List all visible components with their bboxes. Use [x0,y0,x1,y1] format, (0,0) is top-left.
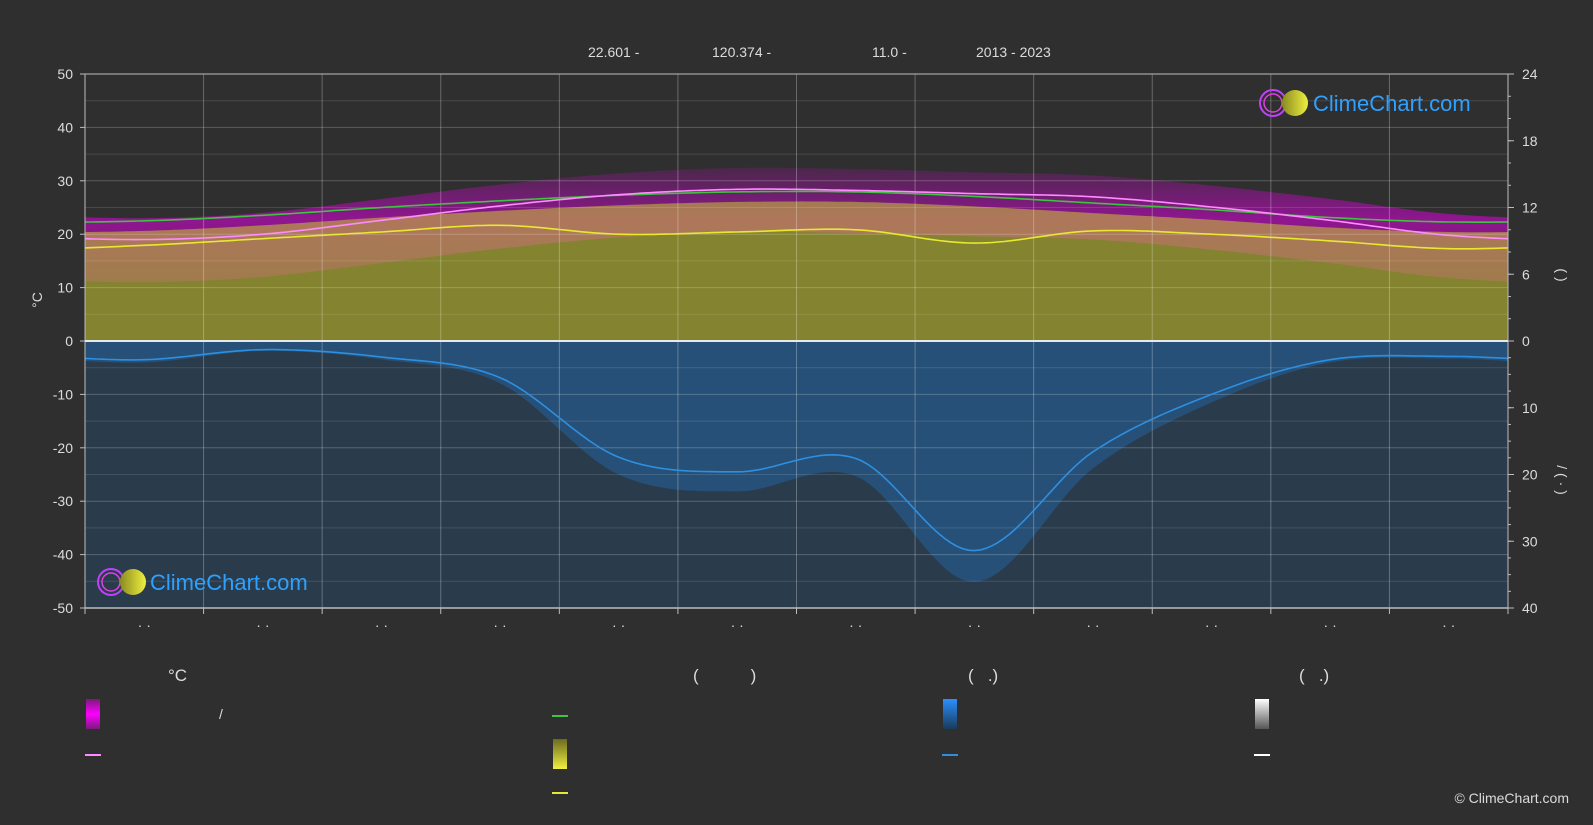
legend-sunshine-swatch [553,739,567,769]
y-tick-label-left: 0 [65,333,73,349]
legend-snow-swatch [1255,699,1269,729]
x-tick-label: · · [849,617,862,633]
y-tick-label-left: -20 [53,440,73,456]
y-tick-label-left: -10 [53,386,73,402]
y-tick-label-left: -50 [53,600,73,616]
legend-temp-range-label: / [219,706,223,722]
x-tick-label: · · [1205,617,1218,633]
x-tick-label: · · [493,617,506,633]
x-tick-label: · · [1086,617,1099,633]
y-tick-label-left: 50 [57,66,73,82]
sunshine-line [85,224,1508,250]
header-longitude: 120.374 - [712,44,772,60]
y-tick-label-left: -40 [53,547,73,563]
sunshine-area [85,201,1508,341]
brand-top: ClimeChart.com [1313,91,1471,116]
y-tick-label-right-top: 0 [1522,333,1530,349]
x-tick-label: · · [138,617,151,633]
y-tick-label-left: 20 [57,226,73,242]
y-tick-label-left: 10 [57,280,73,296]
x-tick-label: · · [1324,617,1337,633]
copyright: © ClimeChart.com [1454,790,1569,806]
x-tick-label: · · [968,617,981,633]
legend-snow-heading: ( .) [1299,666,1330,685]
legend-rain-swatch [943,699,957,729]
y-tick-label-right-bottom: 10 [1522,400,1538,416]
legend-sun-heading: ( ) [693,666,757,685]
header-years: 2013 - 2023 [976,44,1051,60]
legend-sunshine-line-swatch [552,792,568,794]
logo-icon-top [1259,89,1308,117]
y-tick-label-right-top: 6 [1522,266,1530,282]
y-tick-label-right-top: 24 [1522,66,1538,82]
legend-snow-line-swatch [1254,754,1270,756]
y-tick-label-right-top: 18 [1522,133,1538,149]
rain-intensity-area [85,341,1508,582]
legend-rain-line-swatch [942,754,958,756]
y-tick-label-right-bottom: 30 [1522,533,1538,549]
brand-bottom: ClimeChart.com [150,570,308,595]
x-tick-label: · · [1442,617,1455,633]
x-tick-label: · · [256,617,269,633]
header-latitude: 22.601 - [588,44,640,60]
legend-daylight-swatch [552,715,568,717]
legend-temp-heading: °C [168,666,188,685]
x-tick-label: · · [375,617,388,633]
y-axis-left-label: °C [29,292,45,308]
y-tick-label-right-bottom: 20 [1522,467,1538,483]
y-axis-right-top-label: ( ) [1554,268,1570,281]
logo-icon-bottom [97,568,146,596]
y-tick-label-left: 30 [57,173,73,189]
legend-mean-temp-swatch [85,754,101,756]
y-tick-label-left: -30 [53,493,73,509]
y-tick-label-right-top: 12 [1522,200,1538,216]
mean-temperature-line [85,188,1508,241]
rain-area [85,341,1508,608]
rain-line [85,348,1508,552]
legend-rain-heading: ( .) [968,666,999,685]
y-axis-right-bottom-label: / ( · ) [1554,465,1570,495]
y-tick-label-right-bottom: 40 [1522,600,1538,616]
x-tick-label: · · [731,617,744,633]
x-tick-label: · · [612,617,625,633]
header-elevation: 11.0 - [872,44,907,60]
y-tick-label-left: 40 [57,119,73,135]
legend-temp-range-swatch [86,699,100,729]
